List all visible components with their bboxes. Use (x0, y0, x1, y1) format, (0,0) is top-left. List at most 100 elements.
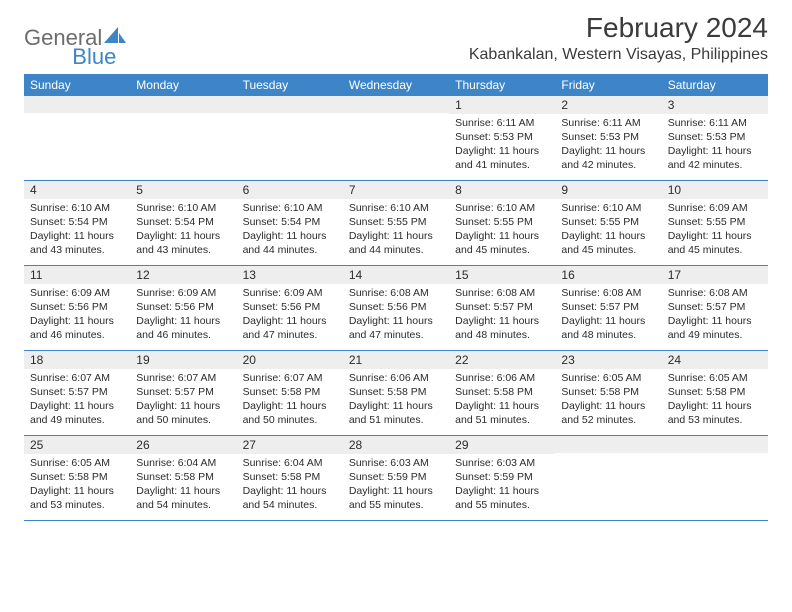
day-info-line: and 47 minutes. (243, 329, 337, 342)
calendar-cell: 11Sunrise: 6:09 AMSunset: 5:56 PMDayligh… (24, 266, 130, 350)
day-info-line: Sunset: 5:53 PM (455, 131, 549, 144)
day-info-line: Sunrise: 6:03 AM (455, 457, 549, 470)
day-info-line: and 49 minutes. (668, 329, 762, 342)
day-info-line: Sunrise: 6:10 AM (561, 202, 655, 215)
day-info-line: Daylight: 11 hours (136, 230, 230, 243)
day-info: Sunrise: 6:05 AMSunset: 5:58 PMDaylight:… (24, 454, 130, 518)
day-info: Sunrise: 6:06 AMSunset: 5:58 PMDaylight:… (449, 369, 555, 433)
day-info-line: Daylight: 11 hours (136, 400, 230, 413)
day-info-line: Daylight: 11 hours (349, 485, 443, 498)
day-info-line: and 46 minutes. (30, 329, 124, 342)
day-number: 7 (343, 181, 449, 199)
calendar-cell: 12Sunrise: 6:09 AMSunset: 5:56 PMDayligh… (130, 266, 236, 350)
day-number: 16 (555, 266, 661, 284)
day-info-line: and 45 minutes. (668, 244, 762, 257)
logo: General Blue (24, 12, 154, 60)
day-number (130, 96, 236, 113)
day-info-line: Sunset: 5:53 PM (668, 131, 762, 144)
calendar-cell (662, 436, 768, 520)
calendar-cell (237, 96, 343, 180)
day-info: Sunrise: 6:08 AMSunset: 5:57 PMDaylight:… (449, 284, 555, 348)
day-info-line: Sunset: 5:58 PM (30, 471, 124, 484)
day-info-line: and 44 minutes. (349, 244, 443, 257)
day-info-line: and 54 minutes. (136, 499, 230, 512)
day-info-line: Sunset: 5:57 PM (30, 386, 124, 399)
calendar-cell: 13Sunrise: 6:09 AMSunset: 5:56 PMDayligh… (237, 266, 343, 350)
day-number: 29 (449, 436, 555, 454)
day-info-line: and 48 minutes. (561, 329, 655, 342)
day-info-line: and 43 minutes. (30, 244, 124, 257)
day-info-line: Sunset: 5:58 PM (349, 386, 443, 399)
calendar-cell: 27Sunrise: 6:04 AMSunset: 5:58 PMDayligh… (237, 436, 343, 520)
day-info-line: Sunrise: 6:05 AM (668, 372, 762, 385)
day-info: Sunrise: 6:10 AMSunset: 5:54 PMDaylight:… (24, 199, 130, 263)
day-number: 23 (555, 351, 661, 369)
weeks-container: 1Sunrise: 6:11 AMSunset: 5:53 PMDaylight… (24, 96, 768, 521)
day-info: Sunrise: 6:05 AMSunset: 5:58 PMDaylight:… (662, 369, 768, 433)
day-info-line: Sunset: 5:54 PM (30, 216, 124, 229)
day-number: 13 (237, 266, 343, 284)
day-info-line: Sunset: 5:56 PM (136, 301, 230, 314)
day-info-line: Sunset: 5:56 PM (30, 301, 124, 314)
day-info-line: Daylight: 11 hours (561, 315, 655, 328)
day-info-line: Sunrise: 6:10 AM (455, 202, 549, 215)
day-info-line: Daylight: 11 hours (349, 230, 443, 243)
day-info-line: and 54 minutes. (243, 499, 337, 512)
day-info-line: Sunrise: 6:11 AM (561, 117, 655, 130)
day-info-line: Daylight: 11 hours (243, 315, 337, 328)
calendar-cell: 25Sunrise: 6:05 AMSunset: 5:58 PMDayligh… (24, 436, 130, 520)
day-info-line: Sunrise: 6:07 AM (243, 372, 337, 385)
day-info-line: Daylight: 11 hours (668, 315, 762, 328)
day-info: Sunrise: 6:10 AMSunset: 5:55 PMDaylight:… (343, 199, 449, 263)
day-info-line: Sunset: 5:58 PM (455, 386, 549, 399)
day-info-line: Daylight: 11 hours (30, 400, 124, 413)
day-info-line: Daylight: 11 hours (243, 400, 337, 413)
day-info-line: Daylight: 11 hours (668, 230, 762, 243)
day-info-line: and 50 minutes. (243, 414, 337, 427)
day-info-line: and 47 minutes. (349, 329, 443, 342)
day-info-line: Sunset: 5:55 PM (668, 216, 762, 229)
page-header: General Blue February 2024 Kabankalan, W… (0, 0, 792, 68)
day-info-line: Daylight: 11 hours (455, 315, 549, 328)
day-info-line: Sunrise: 6:09 AM (243, 287, 337, 300)
day-info-line: and 49 minutes. (30, 414, 124, 427)
dow-friday: Friday (555, 74, 661, 96)
calendar-cell: 1Sunrise: 6:11 AMSunset: 5:53 PMDaylight… (449, 96, 555, 180)
day-info-line: and 51 minutes. (455, 414, 549, 427)
day-info-line: Daylight: 11 hours (455, 145, 549, 158)
day-info-line: Sunrise: 6:04 AM (243, 457, 337, 470)
day-number: 18 (24, 351, 130, 369)
day-info-line: Sunset: 5:57 PM (136, 386, 230, 399)
calendar-cell (555, 436, 661, 520)
day-info-line: and 53 minutes. (668, 414, 762, 427)
calendar-cell: 19Sunrise: 6:07 AMSunset: 5:57 PMDayligh… (130, 351, 236, 435)
title-block: February 2024 Kabankalan, Western Visaya… (469, 12, 768, 64)
day-info-line: and 51 minutes. (349, 414, 443, 427)
day-info-line: and 42 minutes. (668, 159, 762, 172)
calendar-cell: 7Sunrise: 6:10 AMSunset: 5:55 PMDaylight… (343, 181, 449, 265)
day-info-line: Sunrise: 6:03 AM (349, 457, 443, 470)
day-info-line: Daylight: 11 hours (30, 315, 124, 328)
calendar-cell: 21Sunrise: 6:06 AMSunset: 5:58 PMDayligh… (343, 351, 449, 435)
day-info-line: Daylight: 11 hours (243, 230, 337, 243)
day-info: Sunrise: 6:10 AMSunset: 5:55 PMDaylight:… (555, 199, 661, 263)
day-info-line: Sunrise: 6:04 AM (136, 457, 230, 470)
day-info: Sunrise: 6:06 AMSunset: 5:58 PMDaylight:… (343, 369, 449, 433)
day-info-line: Sunrise: 6:09 AM (668, 202, 762, 215)
calendar-cell: 26Sunrise: 6:04 AMSunset: 5:58 PMDayligh… (130, 436, 236, 520)
calendar-cell: 24Sunrise: 6:05 AMSunset: 5:58 PMDayligh… (662, 351, 768, 435)
day-number: 26 (130, 436, 236, 454)
day-number: 4 (24, 181, 130, 199)
week-row: 18Sunrise: 6:07 AMSunset: 5:57 PMDayligh… (24, 351, 768, 436)
week-row: 11Sunrise: 6:09 AMSunset: 5:56 PMDayligh… (24, 266, 768, 351)
dow-tuesday: Tuesday (237, 74, 343, 96)
day-number: 1 (449, 96, 555, 114)
day-number: 24 (662, 351, 768, 369)
day-info-line: Sunrise: 6:10 AM (349, 202, 443, 215)
week-row: 25Sunrise: 6:05 AMSunset: 5:58 PMDayligh… (24, 436, 768, 521)
day-info-line: Sunset: 5:56 PM (349, 301, 443, 314)
day-info-line: Sunset: 5:57 PM (455, 301, 549, 314)
day-info-line: Daylight: 11 hours (668, 145, 762, 158)
day-info-line: Sunrise: 6:06 AM (455, 372, 549, 385)
day-number (237, 96, 343, 113)
